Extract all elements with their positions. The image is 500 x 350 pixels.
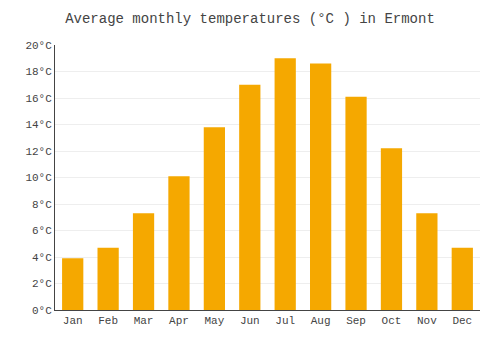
svg-text:Sep: Sep [346,315,366,327]
svg-text:Aug: Aug [311,315,331,327]
svg-text:Nov: Nov [417,315,437,327]
svg-text:Jan: Jan [63,315,83,327]
svg-text:Average monthly temperatures (: Average monthly temperatures (°C ) in Er… [65,11,435,27]
svg-text:14°C: 14°C [25,119,52,131]
svg-text:6°C: 6°C [32,225,52,237]
svg-text:8°C: 8°C [32,199,52,211]
svg-text:Dec: Dec [452,315,472,327]
svg-text:Mar: Mar [134,315,154,327]
svg-text:Oct: Oct [382,315,402,327]
svg-text:16°C: 16°C [25,93,52,105]
svg-text:10°C: 10°C [25,172,52,184]
svg-text:May: May [204,315,224,327]
svg-text:20°C: 20°C [25,40,52,52]
svg-text:Jun: Jun [240,315,260,327]
svg-text:4°C: 4°C [32,252,52,264]
svg-text:18°C: 18°C [25,66,52,78]
svg-text:12°C: 12°C [25,146,52,158]
svg-text:Jul: Jul [275,315,295,327]
svg-text:Apr: Apr [169,315,189,327]
svg-text:0°C: 0°C [32,305,52,317]
svg-text:2°C: 2°C [32,278,52,290]
svg-text:Feb: Feb [98,315,118,327]
